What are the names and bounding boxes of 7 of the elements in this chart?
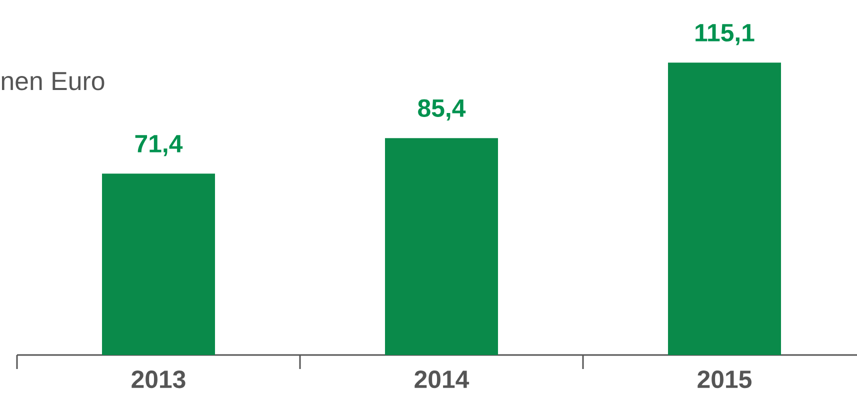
chart-subtitle: nen Euro	[2, 72, 104, 90]
data-label: 71,4	[135, 135, 183, 156]
x-tick-label: 2014	[414, 370, 470, 388]
x-tick-label: 2015	[698, 370, 752, 388]
data-label: 115,1	[696, 24, 754, 46]
data-label: 85,4	[418, 99, 466, 121]
x-tick-label: 2013	[132, 370, 186, 388]
